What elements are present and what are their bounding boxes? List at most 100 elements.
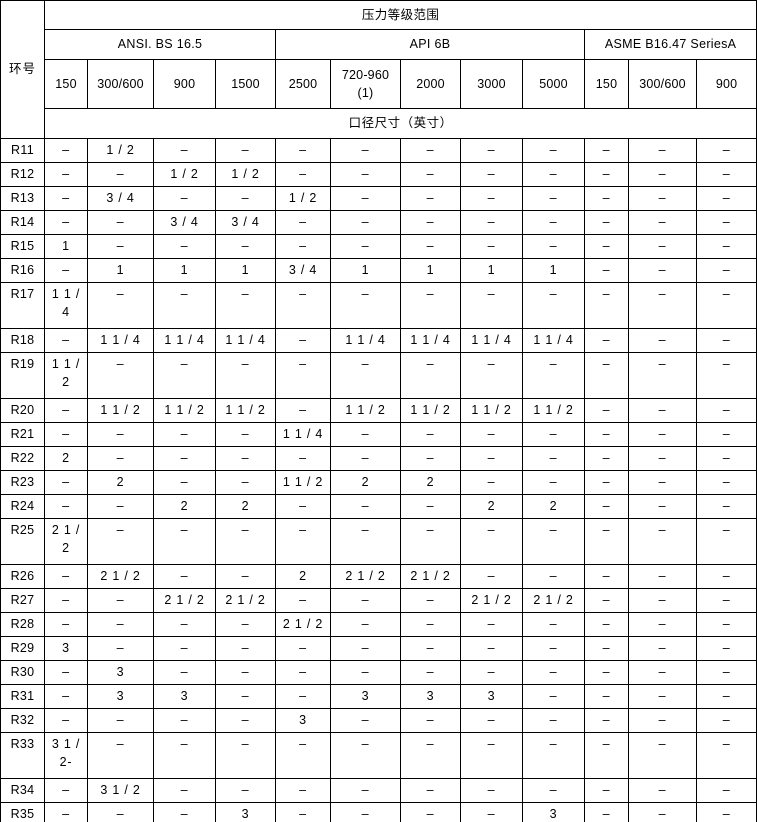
size-cell: – [695,636,757,661]
size-cell: 2 1 / 2 [215,588,276,613]
size-cell: – [275,494,331,519]
size-cell: – [584,588,629,613]
size-cell: – [400,210,461,235]
size-cell: – [275,802,331,822]
size-cell: – [153,802,216,822]
size-cell: – [522,732,585,779]
size-cell: – [330,446,401,471]
size-cell: – [628,588,697,613]
table-row: R32– – – –3– – – – – – – [0,708,757,733]
size-cell: – [44,802,88,822]
size-cell: 3 [87,660,154,685]
size-cell: 3 / 4 [215,210,276,235]
size-cell: – [215,186,276,211]
size-cell: – [400,660,461,685]
size-cell: 1 1 / 2 [87,398,154,423]
size-cell: – [87,636,154,661]
size-cell: – [584,708,629,733]
size-cell: 2 1 / 2 [153,588,216,613]
size-cell: – [87,234,154,259]
size-cell: – [215,282,276,329]
size-cell: – [460,210,523,235]
table-row: R13–3 / 4– –1 / 2– – – – – – – [0,186,757,211]
ring-id-cell: R13 [0,186,45,211]
size-cell: – [584,398,629,423]
size-cell: – [628,398,697,423]
size-cell: – [400,518,461,565]
size-cell: – [153,636,216,661]
size-cell: 2 [44,446,88,471]
ring-id-cell: R31 [0,684,45,709]
size-cell: – [153,282,216,329]
size-cell: – [153,138,216,163]
column-header-api-720-960: 720-960 (1) [330,59,401,109]
size-cell: – [584,328,629,353]
size-cell: – [87,210,154,235]
ring-id-cell: R22 [0,446,45,471]
size-cell: – [522,234,585,259]
column-header-asme-300-600: 300/600 [628,59,697,109]
size-cell: – [44,162,88,187]
size-cell: – [695,138,757,163]
size-cell: – [628,494,697,519]
group-header-asme-b1647: ASME B16.47 SeriesA [583,29,757,60]
size-cell: – [153,422,216,447]
size-cell: – [87,612,154,637]
size-cell: – [44,422,88,447]
size-cell: – [695,518,757,565]
size-cell: – [460,802,523,822]
size-cell: – [628,684,697,709]
size-cell: – [522,612,585,637]
size-cell: – [584,258,629,283]
size-cell: – [522,470,585,495]
size-cell: – [400,636,461,661]
size-cell: – [215,778,276,803]
size-cell: – [87,802,154,822]
size-cell: – [584,422,629,447]
ring-id-cell: R23 [0,470,45,495]
size-cell: – [215,446,276,471]
size-cell: – [215,660,276,685]
size-cell: 2 1 / 2 [522,588,585,613]
size-cell: 3 [330,684,401,709]
ring-id-cell: R16 [0,258,45,283]
size-cell: – [522,684,585,709]
ring-id-cell: R15 [0,234,45,259]
size-cell: – [330,422,401,447]
size-cell: – [522,708,585,733]
size-cell: – [44,494,88,519]
size-cell: – [215,564,276,589]
size-cell: 3 / 4 [87,186,154,211]
size-cell: – [153,352,216,399]
size-cell: 3 / 4 [275,258,331,283]
size-cell: – [153,564,216,589]
size-cell: – [522,564,585,589]
size-cell: 2 1 / 2 [330,564,401,589]
table-row: R35– – –3– – – –3– – – [0,802,757,822]
size-cell: – [628,564,697,589]
size-cell: – [87,732,154,779]
size-cell: 1 [215,258,276,283]
size-cell: – [330,518,401,565]
size-cell: 1 1 / 2 [330,398,401,423]
size-cell: 2 1 / 2 [460,588,523,613]
size-cell: – [584,352,629,399]
table-row: R11–1 / 2– – – – – – – – – – [0,138,757,163]
size-cell: – [584,162,629,187]
size-cell: – [628,328,697,353]
ring-id-cell: R12 [0,162,45,187]
column-header-ansi-300-600: 300/600 [87,59,154,109]
size-cell: – [628,234,697,259]
size-cell: – [275,684,331,709]
size-cell: – [460,708,523,733]
size-cell: – [275,518,331,565]
column-header-api-720-960-main: 720-960 [341,67,390,82]
ring-id-cell: R30 [0,660,45,685]
size-cell: – [215,732,276,779]
size-cell: 1 1 / 4 [460,328,523,353]
size-cell: 2 [400,470,461,495]
table-row: R19 1 1 / 2– – – – – – – – – – – [0,352,757,399]
size-cell: – [215,636,276,661]
